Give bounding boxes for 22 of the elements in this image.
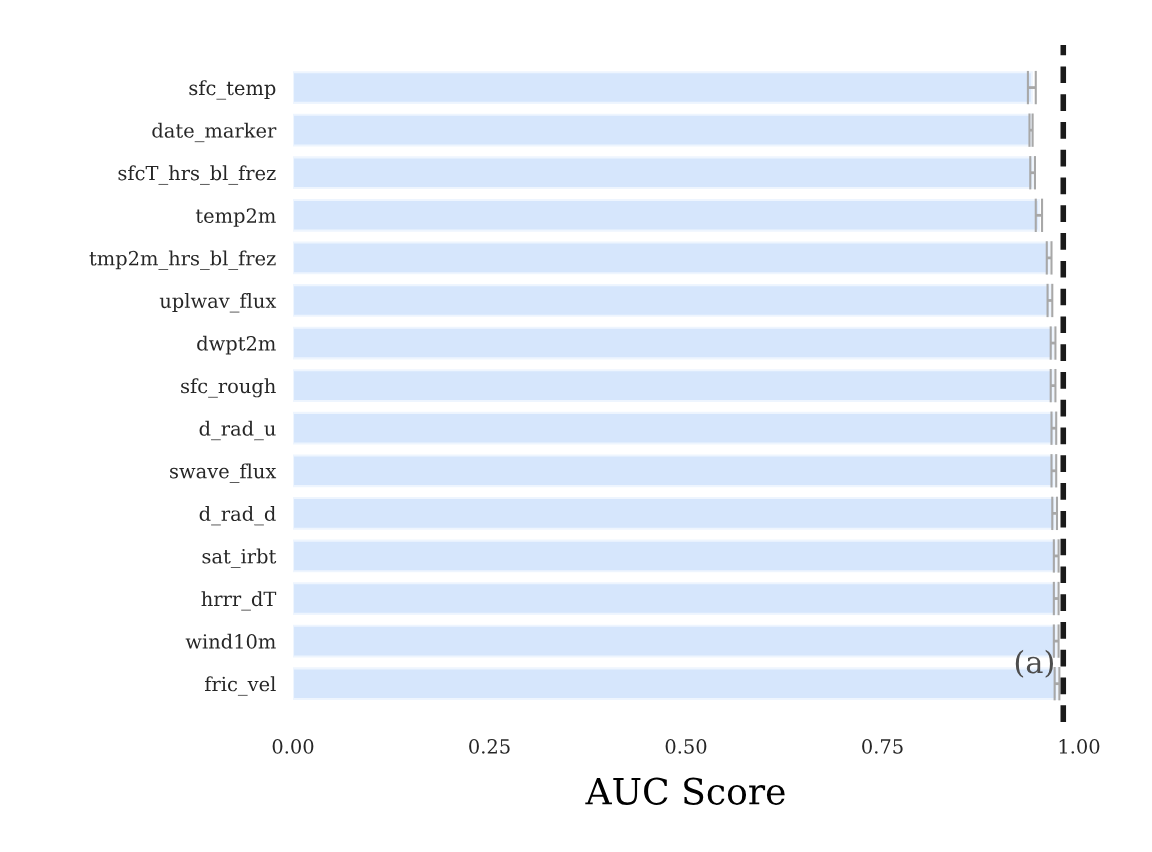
y-tick-label: sfc_rough <box>181 378 276 398</box>
y-tick-label: dwpt2m <box>197 335 276 355</box>
y-tick-label: sfcT_hrs_bl_frez <box>118 165 276 185</box>
y-tick-label: d_rad_u <box>199 420 276 441</box>
y-tick-label: sfc_temp <box>189 80 276 100</box>
y-tick-label: tmp2m_hrs_bl_frez <box>89 250 276 270</box>
y-tick-label: sat_irbt <box>202 548 277 568</box>
annotation: (a) <box>1015 649 1053 678</box>
x-tick-label: 0.25 <box>469 739 510 754</box>
y-tick-label: fric_vel <box>205 676 276 696</box>
x-tick-label: 0.00 <box>272 739 314 754</box>
y-tick-label: uplwav_flux <box>159 293 277 313</box>
y-tick-label: swave_flux <box>170 463 277 483</box>
x-axis-title: AUC Score <box>585 777 785 805</box>
y-tick-label: hrrr_dT <box>201 591 277 611</box>
x-tick-label: 0.50 <box>665 739 707 754</box>
x-tick-label: 1.00 <box>1059 739 1100 754</box>
y-tick-label: temp2m <box>195 208 276 227</box>
y-tick-label: d_rad_d <box>199 505 276 526</box>
y-tick-label: wind10m <box>185 633 276 649</box>
x-tick-label: 0.75 <box>862 739 903 754</box>
y-tick-label: date_marker <box>152 122 277 143</box>
